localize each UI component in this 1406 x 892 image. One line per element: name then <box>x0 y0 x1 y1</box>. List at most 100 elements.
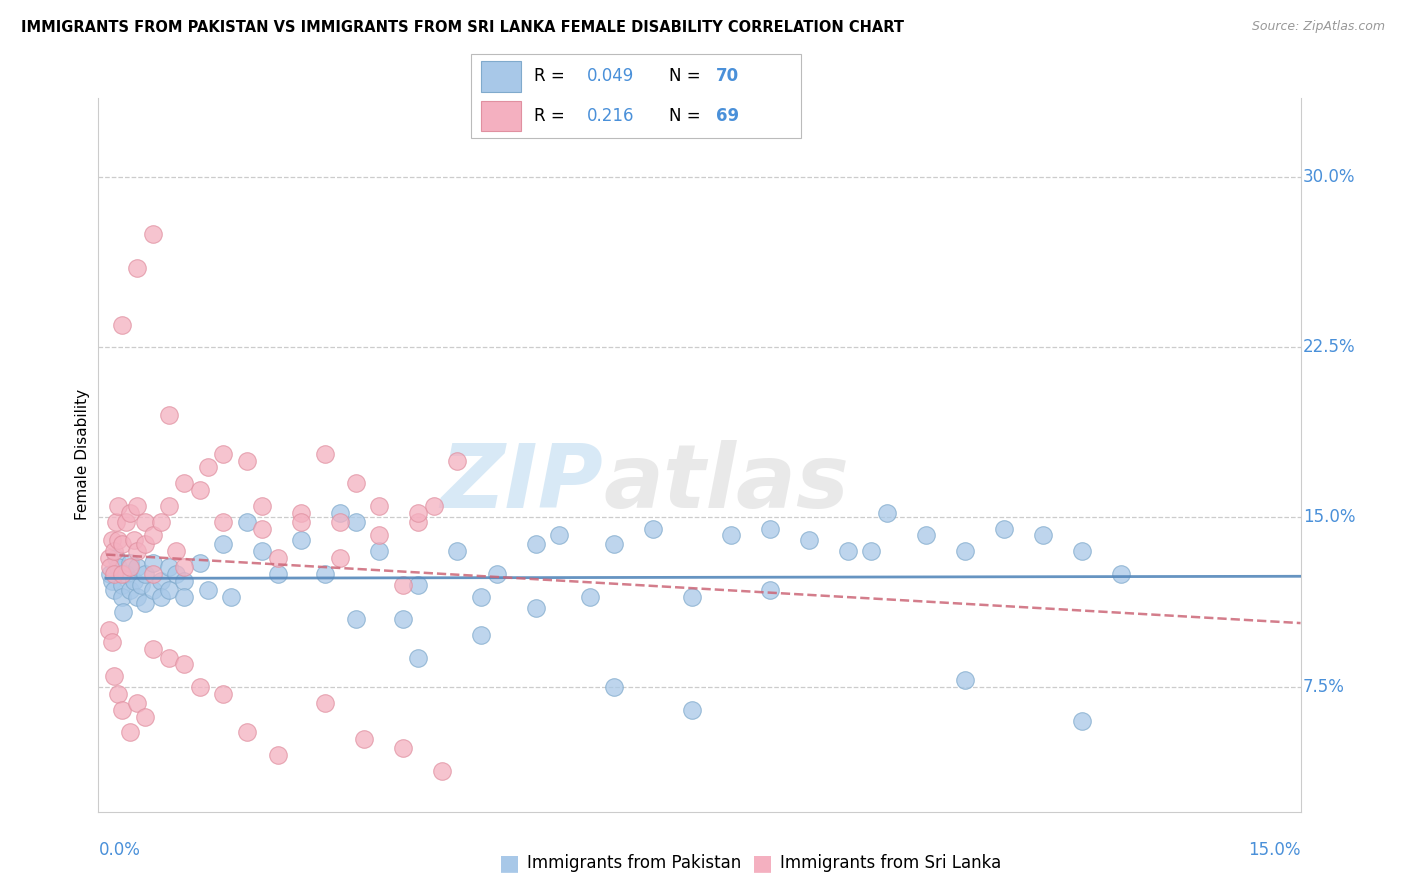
Point <box>267 551 290 566</box>
Point <box>103 669 125 683</box>
Point <box>103 582 125 597</box>
Point <box>344 476 367 491</box>
Bar <box>481 101 520 131</box>
Point <box>157 560 180 574</box>
Point <box>953 544 976 558</box>
Y-axis label: Female Disability: Female Disability <box>75 389 90 521</box>
Point <box>142 556 165 570</box>
Point <box>157 582 180 597</box>
Point <box>107 687 129 701</box>
Point <box>118 725 141 739</box>
Point <box>252 499 274 513</box>
Point <box>758 522 780 536</box>
Text: Immigrants from Pakistan: Immigrants from Pakistan <box>527 855 741 872</box>
Text: N =: N = <box>669 107 700 125</box>
Point <box>118 582 141 597</box>
Point <box>408 515 430 529</box>
Point <box>142 528 165 542</box>
Point <box>149 574 172 588</box>
Point <box>112 606 135 620</box>
Point <box>290 515 312 529</box>
Point <box>98 566 121 581</box>
Point <box>392 741 415 756</box>
Point <box>235 725 257 739</box>
Point <box>127 560 149 574</box>
Point <box>118 560 141 574</box>
Point <box>173 590 195 604</box>
Text: R =: R = <box>534 107 565 125</box>
Point <box>107 533 129 547</box>
Point <box>470 590 492 604</box>
Point <box>290 533 312 547</box>
Point <box>392 612 415 626</box>
Point <box>915 528 938 542</box>
Point <box>134 596 156 610</box>
Point <box>953 673 976 688</box>
FancyBboxPatch shape <box>471 54 801 138</box>
Point <box>100 533 122 547</box>
Point <box>430 764 453 778</box>
Point <box>142 566 165 581</box>
Point <box>219 590 242 604</box>
Point <box>235 515 257 529</box>
Point <box>212 515 235 529</box>
Point <box>97 624 120 638</box>
Point <box>104 515 127 529</box>
Point <box>173 560 195 574</box>
Point <box>252 522 274 536</box>
Point <box>157 409 180 423</box>
Text: 22.5%: 22.5% <box>1303 338 1355 356</box>
Point <box>107 499 129 513</box>
Point <box>142 582 165 597</box>
Point <box>408 578 430 592</box>
Point <box>344 515 367 529</box>
Point <box>107 560 129 574</box>
Point <box>134 709 156 723</box>
Point <box>423 499 446 513</box>
Point <box>127 260 149 275</box>
Point <box>173 574 195 588</box>
Point <box>344 612 367 626</box>
Text: R =: R = <box>534 68 565 86</box>
Text: ■: ■ <box>752 854 773 873</box>
Text: Source: ZipAtlas.com: Source: ZipAtlas.com <box>1251 20 1385 33</box>
Point <box>122 533 145 547</box>
Point <box>797 533 820 547</box>
Text: ■: ■ <box>499 854 520 873</box>
Point <box>267 748 290 763</box>
Text: 0.049: 0.049 <box>586 68 634 86</box>
Point <box>290 506 312 520</box>
Point <box>157 650 180 665</box>
Point <box>993 522 1015 536</box>
Point <box>118 556 141 570</box>
Text: atlas: atlas <box>603 440 849 527</box>
Point <box>188 483 211 497</box>
Point <box>127 696 149 710</box>
Point <box>111 566 134 581</box>
Point <box>235 453 257 467</box>
Point <box>860 544 883 558</box>
Point <box>1032 528 1054 542</box>
Point <box>485 566 508 581</box>
Point <box>329 506 352 520</box>
Point <box>252 544 274 558</box>
Point <box>97 551 120 566</box>
Text: IMMIGRANTS FROM PAKISTAN VS IMMIGRANTS FROM SRI LANKA FEMALE DISABILITY CORRELAT: IMMIGRANTS FROM PAKISTAN VS IMMIGRANTS F… <box>21 20 904 35</box>
Text: N =: N = <box>669 68 700 86</box>
Point <box>111 703 134 717</box>
Point <box>602 537 624 551</box>
Point <box>368 499 391 513</box>
Point <box>524 600 547 615</box>
Point <box>98 560 121 574</box>
Point <box>118 506 141 520</box>
Text: 7.5%: 7.5% <box>1303 678 1344 696</box>
Point <box>368 528 391 542</box>
Point <box>1109 566 1132 581</box>
Point <box>329 515 352 529</box>
Point <box>212 687 235 701</box>
Point <box>524 537 547 551</box>
Point <box>314 566 336 581</box>
Text: 0.216: 0.216 <box>586 107 634 125</box>
Point <box>470 628 492 642</box>
Point <box>114 566 136 581</box>
